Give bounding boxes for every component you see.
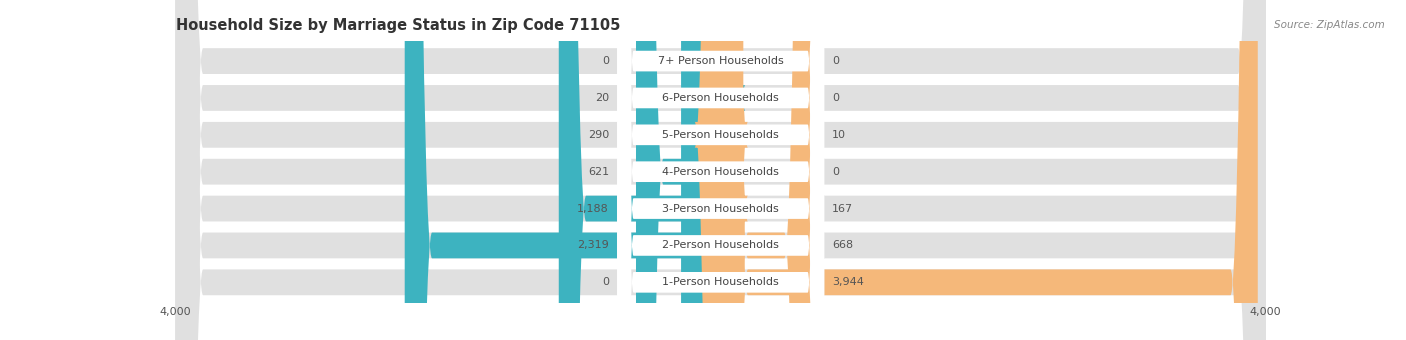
Text: 3-Person Households: 3-Person Households [662,204,779,214]
FancyBboxPatch shape [176,0,1265,340]
Text: 4-Person Households: 4-Person Households [662,167,779,177]
FancyBboxPatch shape [176,0,1265,340]
FancyBboxPatch shape [617,0,824,340]
FancyBboxPatch shape [405,0,721,340]
Text: 290: 290 [588,130,609,140]
Text: 2-Person Households: 2-Person Households [662,240,779,251]
FancyBboxPatch shape [176,0,1265,340]
Text: Source: ZipAtlas.com: Source: ZipAtlas.com [1274,20,1385,30]
Text: 20: 20 [595,93,609,103]
FancyBboxPatch shape [617,0,824,340]
FancyBboxPatch shape [617,0,824,340]
Text: 6-Person Households: 6-Person Households [662,93,779,103]
FancyBboxPatch shape [636,0,721,340]
Text: 167: 167 [832,204,853,214]
Text: 0: 0 [602,277,609,287]
Text: 2,319: 2,319 [576,240,609,251]
Text: 3,944: 3,944 [832,277,865,287]
Text: 0: 0 [602,56,609,66]
FancyBboxPatch shape [176,0,1265,340]
Text: 668: 668 [832,240,853,251]
FancyBboxPatch shape [693,0,745,340]
FancyBboxPatch shape [176,0,1265,340]
Text: 1-Person Households: 1-Person Households [662,277,779,287]
Text: Household Size by Marriage Status in Zip Code 71105: Household Size by Marriage Status in Zip… [176,18,620,33]
FancyBboxPatch shape [617,0,824,340]
FancyBboxPatch shape [695,0,748,340]
FancyBboxPatch shape [681,0,721,340]
FancyBboxPatch shape [558,0,721,340]
FancyBboxPatch shape [617,0,824,340]
FancyBboxPatch shape [716,0,748,340]
Text: 10: 10 [832,130,846,140]
FancyBboxPatch shape [617,0,824,340]
FancyBboxPatch shape [617,0,824,340]
Text: 5-Person Households: 5-Person Households [662,130,779,140]
Text: 0: 0 [832,56,839,66]
Text: 1,188: 1,188 [576,204,609,214]
FancyBboxPatch shape [721,0,1258,340]
Text: 7+ Person Households: 7+ Person Households [658,56,783,66]
Text: 621: 621 [588,167,609,177]
FancyBboxPatch shape [721,0,811,340]
FancyBboxPatch shape [176,0,1265,340]
Text: 0: 0 [832,167,839,177]
FancyBboxPatch shape [176,0,1265,340]
Text: 0: 0 [832,93,839,103]
